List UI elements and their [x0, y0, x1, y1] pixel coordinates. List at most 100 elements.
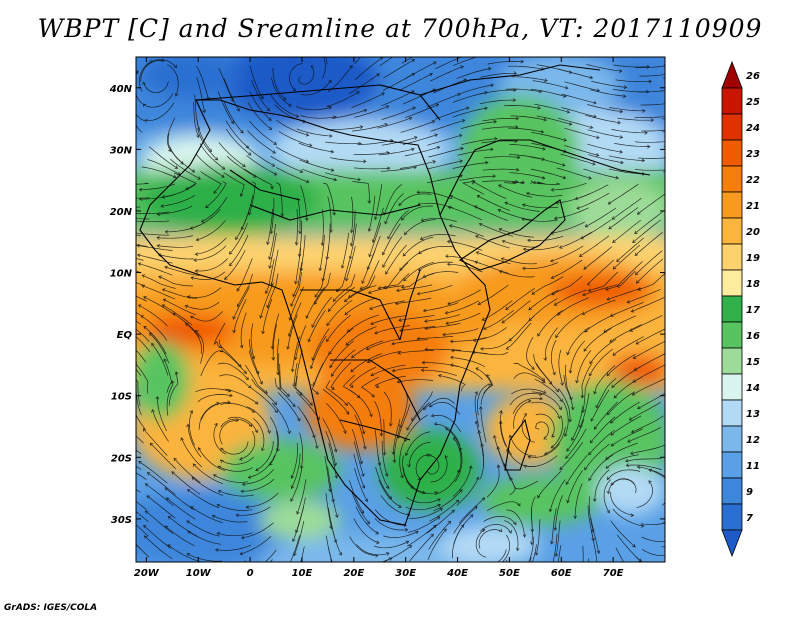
streamline-arrow — [606, 372, 611, 377]
streamline-arrow — [172, 312, 177, 317]
streamline-arrow — [421, 360, 425, 365]
streamline-arrow — [305, 132, 310, 137]
streamline — [193, 463, 224, 485]
streamline-arrow — [307, 338, 312, 343]
streamline — [380, 166, 417, 172]
streamline — [391, 339, 428, 345]
streamline-arrow — [334, 475, 339, 479]
streamline-arrow — [501, 320, 506, 324]
streamline — [136, 336, 151, 353]
streamline-arrow — [606, 297, 611, 301]
streamline-arrow — [555, 388, 559, 393]
streamline-arrow — [459, 159, 463, 164]
streamline — [554, 289, 587, 306]
streamline — [591, 80, 627, 88]
streamline-arrow — [631, 576, 634, 579]
streamline-arrow — [478, 222, 483, 227]
streamline-arrow — [217, 465, 222, 470]
streamline — [326, 403, 347, 434]
streamline — [382, 73, 415, 91]
streamline — [662, 131, 665, 133]
streamline-arrow — [282, 97, 287, 101]
streamline — [486, 464, 500, 498]
streamline-arrow — [453, 437, 457, 441]
streamline — [399, 392, 408, 428]
streamline-arrow — [287, 566, 290, 569]
streamline — [236, 258, 253, 292]
streamline — [349, 73, 380, 95]
colorbar-segment — [721, 60, 743, 89]
streamline-arrow — [194, 269, 199, 273]
streamline — [326, 91, 360, 107]
streamline-arrow — [419, 236, 424, 240]
streamline-arrow — [590, 528, 595, 533]
streamline — [487, 61, 524, 65]
streamline-arrow — [143, 296, 147, 300]
streamline-arrow — [493, 119, 497, 124]
streamline-arrow — [505, 306, 509, 311]
streamline-arrow — [475, 234, 479, 239]
streamline-arrow — [428, 403, 433, 408]
streamline-arrow — [161, 304, 166, 308]
streamline-arrow — [377, 285, 382, 290]
streamline — [356, 544, 390, 556]
streamline-arrow — [576, 206, 580, 210]
streamline — [197, 130, 218, 161]
streamline — [218, 374, 252, 388]
streamline-arrow — [499, 410, 503, 414]
streamline — [450, 195, 484, 211]
streamline-arrow — [520, 59, 525, 64]
streamline-arrow — [424, 347, 428, 352]
streamline — [637, 392, 665, 410]
colorbar-segment — [721, 347, 743, 375]
streamline-arrow — [391, 341, 395, 346]
streamline — [481, 126, 518, 130]
streamline-arrow — [334, 514, 339, 519]
streamline-arrow — [329, 364, 333, 369]
streamline-arrow — [248, 384, 252, 389]
streamline — [404, 414, 428, 442]
streamline — [522, 262, 558, 269]
streamline-arrow — [468, 465, 473, 469]
streamline — [504, 202, 540, 212]
streamline — [213, 322, 226, 348]
streamline — [566, 419, 585, 452]
streamline-arrow — [697, 141, 700, 144]
streamline-arrow — [541, 175, 546, 180]
streamline — [452, 107, 488, 118]
streamline — [361, 249, 376, 284]
lon-axis-labels: 20W 10W 0 10E 20E 30E 40E 50E 60E 70E — [134, 568, 624, 579]
streamline — [528, 536, 535, 562]
streamline-arrow — [474, 391, 478, 395]
streamline — [299, 159, 334, 171]
streamline — [295, 376, 313, 406]
streamline — [405, 431, 431, 456]
streamline — [303, 415, 318, 449]
streamline — [138, 304, 168, 327]
streamline-arrow — [384, 220, 388, 225]
streamline — [609, 107, 645, 112]
streamline-arrow — [164, 525, 169, 529]
streamline — [544, 426, 566, 455]
streamline — [255, 441, 274, 471]
streamline — [537, 310, 563, 337]
streamline-arrow — [703, 154, 706, 157]
streamline — [551, 259, 583, 279]
streamline — [590, 518, 600, 554]
streamline-arrow — [492, 174, 496, 178]
streamline-arrow — [447, 301, 451, 306]
streamline-arrow — [255, 467, 259, 472]
streamlines — [136, 57, 706, 579]
streamline — [271, 249, 279, 286]
streamline-arrow — [610, 420, 614, 424]
streamline-arrow — [593, 426, 598, 430]
streamline-arrow — [460, 524, 465, 528]
streamline — [452, 91, 488, 103]
streamline-arrow — [425, 453, 430, 457]
streamline-arrow — [292, 293, 296, 298]
streamline-arrow — [566, 109, 571, 114]
streamline-arrow — [370, 372, 375, 377]
streamline — [442, 328, 479, 336]
streamline-arrow — [408, 116, 413, 121]
